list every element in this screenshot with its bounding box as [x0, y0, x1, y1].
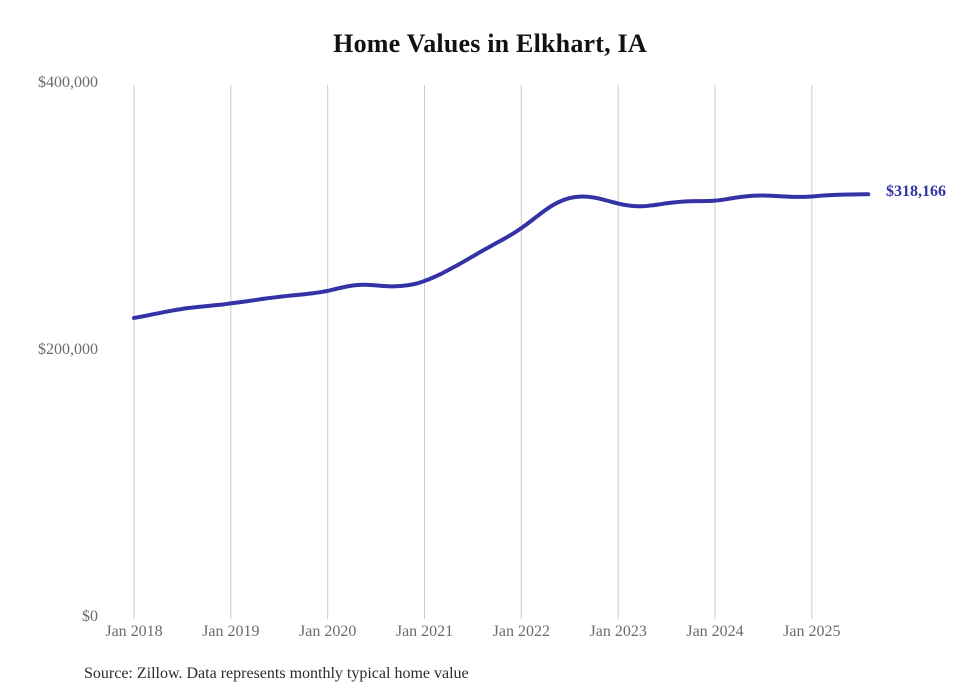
x-tick-label: Jan 2019 — [202, 623, 260, 640]
x-tick-label: Jan 2018 — [105, 623, 163, 640]
x-tick-label: Jan 2020 — [298, 623, 357, 640]
x-tick-label: Jan 2022 — [492, 623, 550, 640]
gridlines-group — [133, 85, 813, 619]
x-tick-label: Jan 2023 — [589, 623, 647, 640]
y-tick-label: $200,000 — [38, 341, 98, 358]
x-tick-label: Jan 2024 — [686, 623, 744, 640]
x-tick-label: Jan 2025 — [783, 623, 841, 640]
chart-title: Home Values in Elkhart, IA — [333, 29, 647, 58]
x-tick-label: Jan 2021 — [395, 623, 454, 640]
last-value-label: $318,166 — [886, 183, 946, 201]
y-tick-label: $0 — [82, 608, 98, 625]
series-group — [132, 192, 871, 320]
value-line — [132, 192, 871, 320]
y-tick-label: $400,000 — [38, 74, 98, 91]
source-note: Source: Zillow. Data represents monthly … — [84, 665, 469, 682]
